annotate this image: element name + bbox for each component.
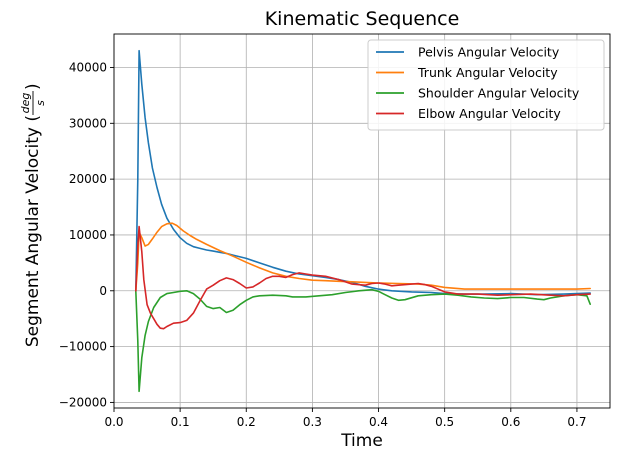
y-axis-label-close-paren: ) — [23, 83, 43, 90]
x-tick-label: 0.5 — [435, 415, 454, 429]
y-axis-label-text: Segment Angular Velocity ( — [23, 115, 43, 347]
series-line-4 — [135, 225, 591, 330]
legend-label-3: Shoulder Angular Velocity — [418, 86, 580, 101]
series-line-3 — [135, 288, 591, 393]
y-tick-label: 0 — [99, 284, 107, 298]
y-tick-label: −20000 — [59, 395, 107, 409]
series-lines — [135, 49, 591, 393]
x-tick-label: 0.1 — [171, 415, 190, 429]
x-tick-label: 0.6 — [501, 415, 520, 429]
series-line-2 — [135, 222, 591, 292]
x-tick-label: 0.4 — [369, 415, 388, 429]
legend-label-2: Trunk Angular Velocity — [417, 65, 558, 80]
x-tick-label: 0.0 — [104, 415, 123, 429]
legend-label-1: Pelvis Angular Velocity — [418, 45, 560, 60]
y-tick-label: 40000 — [69, 60, 107, 74]
y-axis-label-unit-numerator: deg — [19, 93, 32, 114]
y-axis-label: Segment Angular Velocity ( deg s ) — [19, 83, 47, 347]
x-tick-label: 0.3 — [303, 415, 322, 429]
legend-items: Pelvis Angular Velocity Trunk Angular Vel… — [376, 45, 580, 121]
y-tick-label: 20000 — [69, 172, 107, 186]
axis-ticks: 0.0 0.1 0.2 0.3 0.4 0.5 0.6 0.7 −20000 −10000 0 100… — [59, 60, 587, 429]
x-tick-label: 0.2 — [237, 415, 256, 429]
legend: Pelvis Angular Velocity Trunk Angular Vel… — [367, 39, 605, 131]
x-tick-label: 0.7 — [567, 415, 586, 429]
plot-frame — [113, 33, 611, 409]
y-tick-label: 10000 — [69, 228, 107, 242]
y-tick-label: −10000 — [59, 340, 107, 354]
y-axis-label-unit-denominator: s — [34, 100, 47, 106]
x-axis-label: Time — [340, 431, 383, 451]
y-tick-label: 30000 — [69, 116, 107, 130]
chart-title: Kinematic Sequence — [265, 8, 460, 30]
legend-label-4: Elbow Angular Velocity — [418, 106, 561, 121]
legend-box — [367, 39, 605, 131]
